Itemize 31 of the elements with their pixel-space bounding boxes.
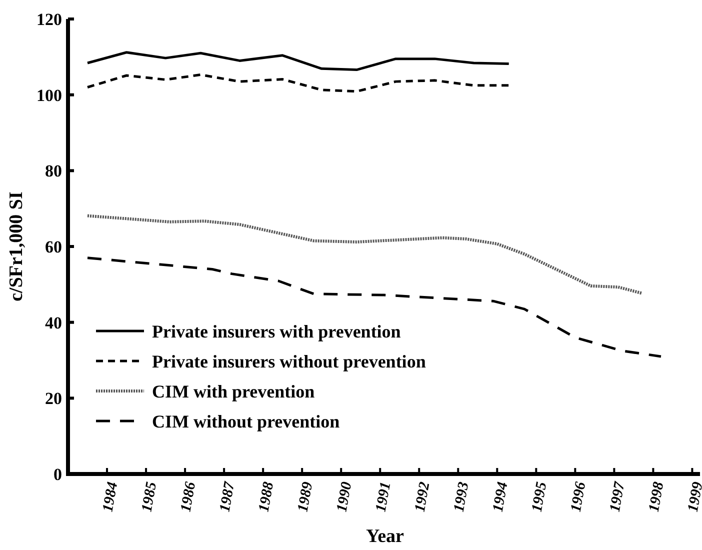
x-tick-label: 1996 — [568, 480, 590, 514]
x-axis-title: Year — [366, 526, 405, 547]
x-tick-label: 1991 — [373, 480, 394, 514]
y-tick-label: 120 — [36, 10, 62, 29]
y-tick-label: 20 — [45, 389, 62, 408]
x-tick-label: 1992 — [412, 480, 434, 514]
x-tick-label: 1995 — [529, 480, 550, 514]
x-tick-label: 1997 — [607, 480, 628, 514]
y-tick-label: 100 — [36, 86, 62, 105]
line-series — [86, 73, 510, 93]
x-tick-label: 1990 — [334, 480, 356, 514]
legend-label: CIM without prevention — [152, 411, 340, 432]
y-tick-label: 40 — [45, 313, 62, 332]
y-tick-label: 80 — [45, 162, 62, 181]
x-tick-label: 1986 — [178, 480, 200, 514]
y-tick-label: 0 — [54, 464, 62, 484]
line-series — [86, 214, 643, 295]
x-tick-label: 1993 — [451, 480, 472, 514]
y-axis-title: c/SFr1,000 SI — [6, 192, 27, 302]
x-tick-label: 1988 — [256, 480, 278, 514]
line-series — [86, 51, 510, 72]
legend-label: Private insurers without prevention — [152, 351, 426, 372]
x-tick-label: 1994 — [490, 480, 512, 514]
x-tick-label: 1989 — [295, 480, 316, 514]
legend-label: CIM with prevention — [152, 381, 315, 402]
x-tick-label: 1987 — [217, 480, 238, 514]
legend-label: Private insurers with prevention — [152, 321, 401, 342]
x-tick-label: 1984 — [100, 480, 122, 514]
y-tick-label: 60 — [45, 237, 62, 256]
x-tick-label: 1998 — [646, 480, 668, 514]
x-tick-label: 1985 — [139, 480, 160, 514]
